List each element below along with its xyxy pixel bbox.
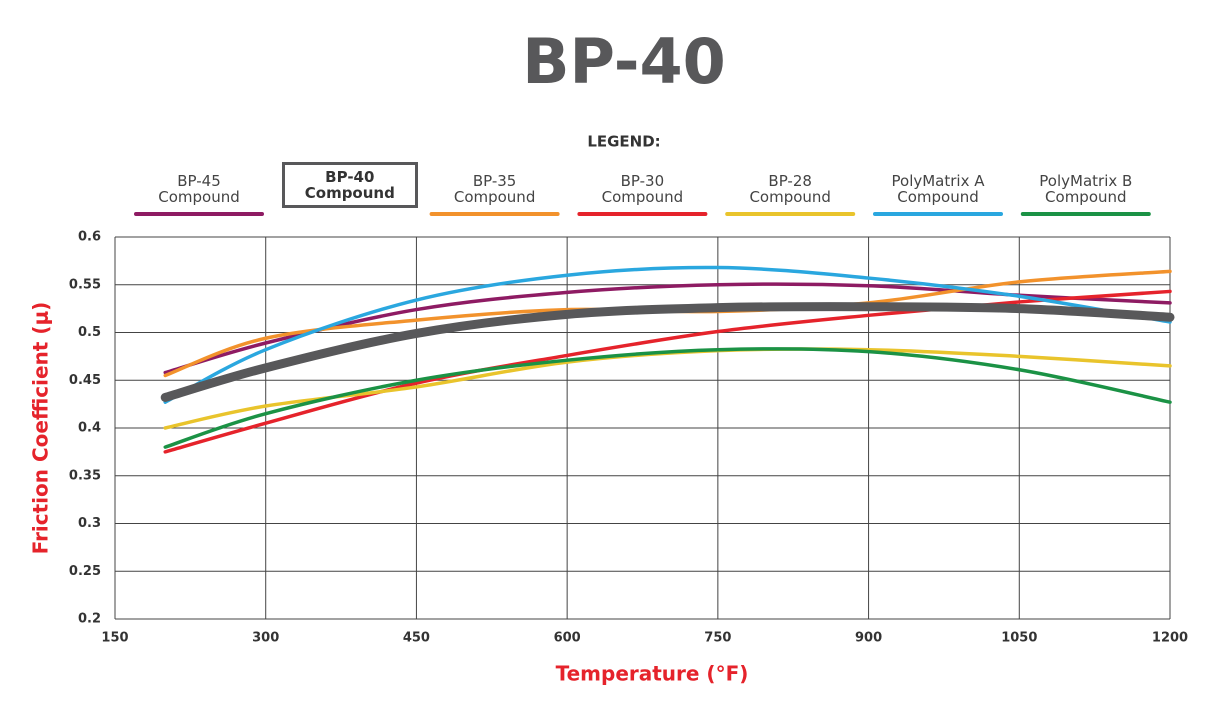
y-tick-label: 0.35 (69, 468, 101, 483)
y-tick-label: 0.6 (78, 230, 101, 245)
series-line (163, 347, 1172, 449)
x-tick-label: 300 (252, 631, 279, 646)
series-line (163, 289, 1172, 454)
y-tick-label: 0.5 (78, 325, 101, 340)
legend-label: BP-35 Compound (453, 172, 536, 206)
legend-label: PolyMatrix A Compound (891, 172, 985, 206)
x-tick-label: 750 (704, 631, 731, 646)
legend-label: BP-28 Compound (749, 172, 831, 206)
y-tick-label: 0.55 (69, 277, 101, 292)
x-tick-label: 450 (403, 631, 430, 646)
legend-label: BP-45 Compound (158, 172, 240, 206)
y-tick-label: 0.45 (69, 373, 101, 388)
legend-label: PolyMatrix B Compound (1039, 172, 1133, 206)
y-tick-label: 0.3 (78, 516, 101, 531)
y-tick-label: 0.2 (78, 612, 101, 627)
y-axis-label: Friction Coefficient (μ) (29, 302, 53, 555)
y-tick-label: 0.25 (69, 564, 101, 579)
chart-title: BP-40 (522, 25, 726, 98)
y-tick-label: 0.4 (78, 421, 101, 436)
x-tick-label: 1200 (1152, 631, 1188, 646)
legend-label: BP-30 Compound (601, 172, 684, 206)
series-line (163, 265, 1172, 404)
series-line (160, 302, 1175, 402)
x-axis-label: Temperature (°F) (556, 662, 749, 686)
legend-title: LEGEND: (587, 133, 660, 151)
legend-label: BP-40 Compound (281, 162, 418, 208)
x-tick-label: 150 (101, 631, 128, 646)
x-tick-label: 900 (855, 631, 882, 646)
x-tick-label: 1050 (1001, 631, 1037, 646)
x-tick-label: 600 (554, 631, 581, 646)
